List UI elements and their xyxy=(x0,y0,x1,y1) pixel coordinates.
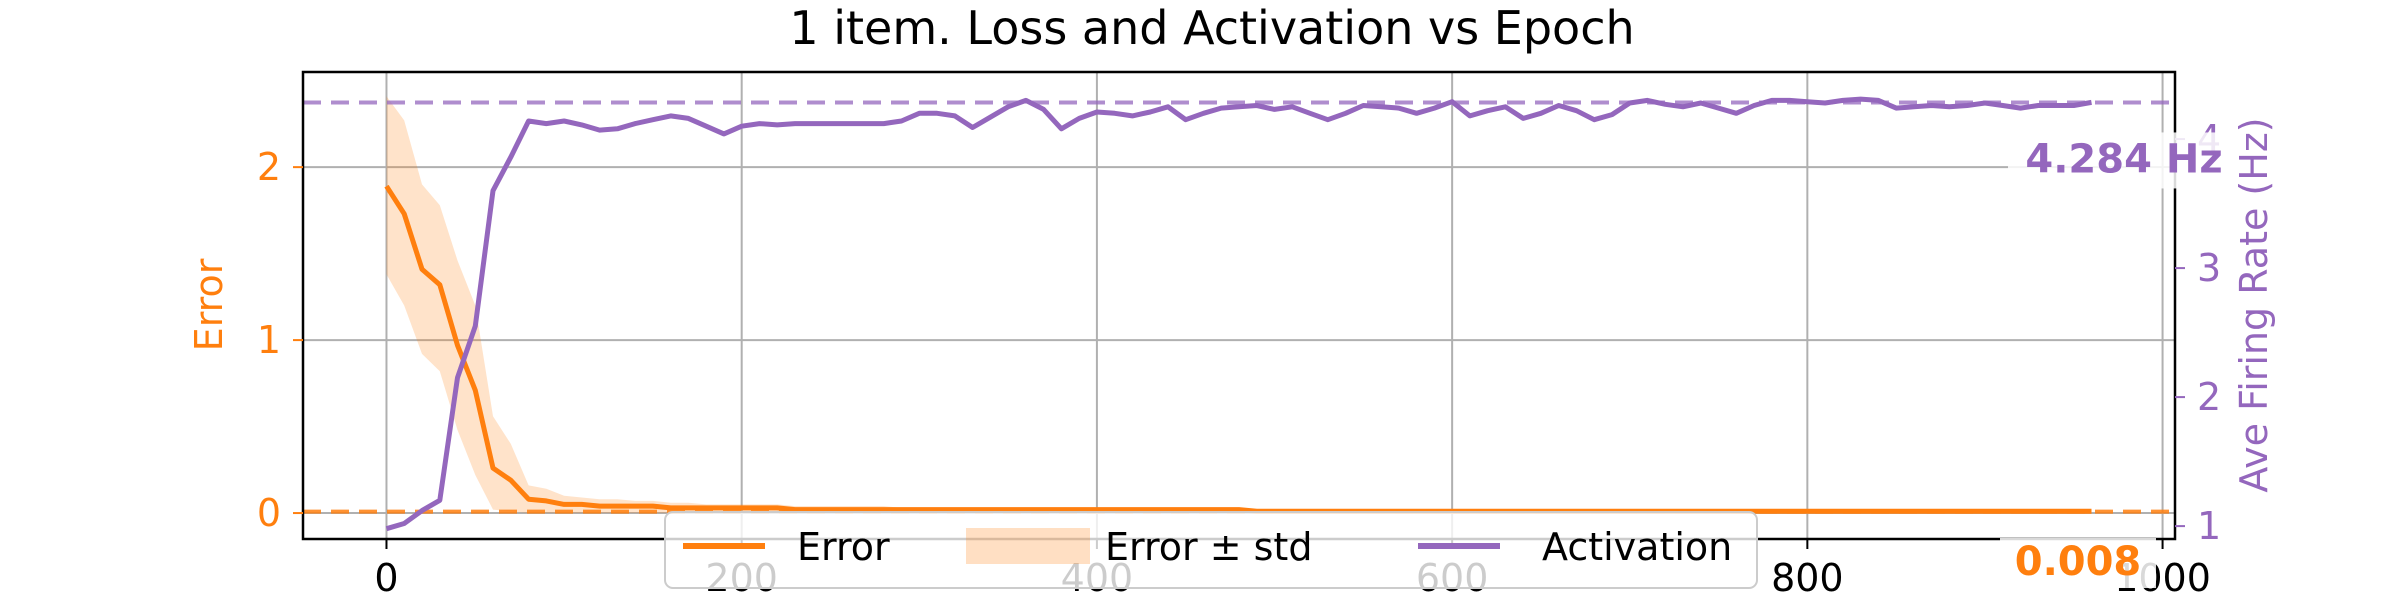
x-tick-label: 800 xyxy=(1771,556,1844,600)
legend-label-activation: Activation xyxy=(1542,525,1732,569)
legend-box xyxy=(664,511,1758,589)
right-tick-label: 2 xyxy=(2197,375,2221,419)
legend-label-error: Error xyxy=(797,525,890,569)
left-tick-label: 1 xyxy=(257,318,281,362)
plot-frame xyxy=(301,70,2177,541)
series-lines xyxy=(384,96,2092,532)
legend-label-error-std: Error ± std xyxy=(1105,525,1312,569)
legend-swatch-error-std xyxy=(966,528,1090,564)
x-tick-label: 0 xyxy=(374,556,398,600)
activation-final-label-bg xyxy=(2008,132,2234,189)
left-tick-label: 0 xyxy=(257,491,281,535)
legend: Error Error ± std Activation xyxy=(664,511,1758,589)
error-final-label: 0.008 xyxy=(2015,539,2142,585)
right-tick-label: 1 xyxy=(2197,504,2221,548)
right-axis-label: Ave Firing Rate (Hz) xyxy=(2232,117,2276,492)
activation-final-label: 4.284 Hz xyxy=(2025,136,2222,182)
error-std-band xyxy=(386,96,2092,514)
error-line xyxy=(384,184,2092,514)
left-tick-label: 2 xyxy=(257,145,281,189)
error-std-band-layer xyxy=(386,96,2092,514)
chart-title: 1 item. Loss and Activation vs Epoch xyxy=(789,1,1634,55)
annotations: 4.284 Hz 0.008 xyxy=(2000,132,2234,588)
left-axis-label: Error xyxy=(187,258,231,351)
activation-line xyxy=(385,96,2092,532)
reference-lines xyxy=(303,100,2175,514)
grid xyxy=(303,72,2175,539)
right-tick-label: 3 xyxy=(2197,246,2221,290)
error-final-label-bg xyxy=(2000,538,2156,588)
